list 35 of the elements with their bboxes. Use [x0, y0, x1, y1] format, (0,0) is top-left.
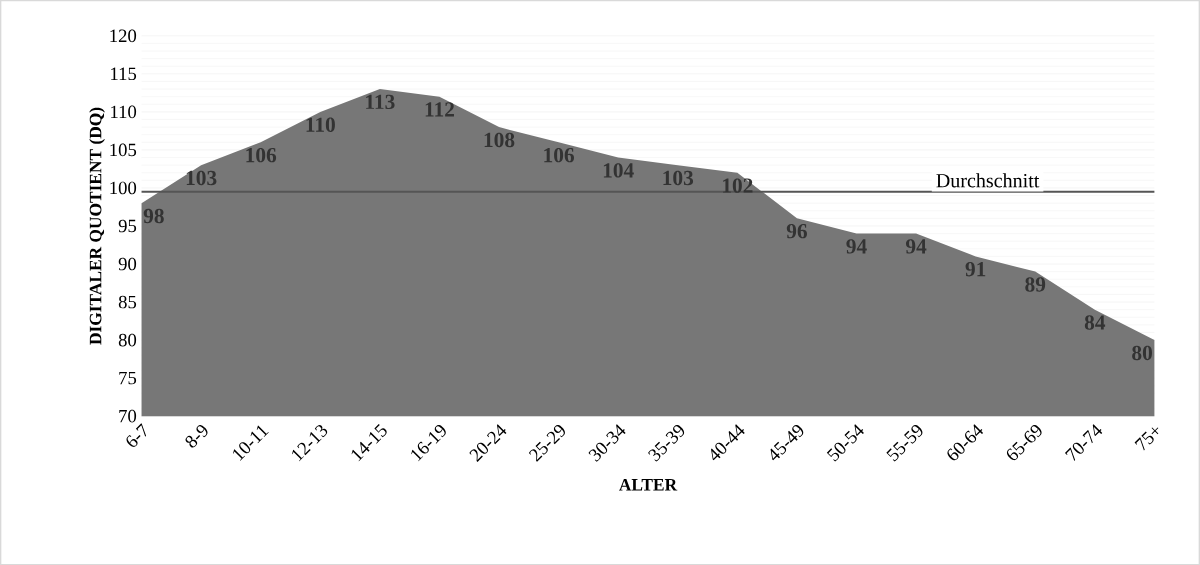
data-label: 110: [306, 117, 335, 132]
data-label: 106: [246, 147, 277, 163]
y-tick-label: 70: [119, 409, 137, 423]
y-tick-label: 110: [111, 105, 137, 118]
y-tick-label: 95: [118, 219, 137, 233]
data-label: 84: [1084, 315, 1106, 330]
y-tick-label: 105: [110, 143, 137, 157]
x-tick-label: 6-7: [126, 423, 147, 447]
data-label: 94: [846, 239, 867, 254]
x-tick-label: 75+: [1134, 427, 1159, 451]
data-label: 104: [603, 162, 634, 178]
data-label: 103: [186, 170, 217, 185]
y-tick-label: 90: [118, 257, 137, 271]
data-label: 106: [544, 147, 575, 163]
y-tick-label: 80: [118, 333, 137, 347]
ref-line-label: Durchschnitt: [936, 173, 1040, 188]
data-label: 113: [366, 94, 395, 109]
y-tick-label: 85: [118, 295, 137, 309]
x-tick-label: 8-9: [185, 424, 208, 448]
data-label: 103: [663, 170, 694, 185]
x-axis-title: ALTER: [619, 478, 678, 491]
data-label: 94: [905, 239, 927, 254]
y-axis-title: DIGITALER QUOTIENT (DQ): [89, 107, 105, 345]
data-label: 96: [786, 223, 807, 239]
y-tick-label: 100: [110, 181, 137, 195]
y-tick-label: 115: [111, 67, 137, 80]
y-tick-label: 75: [119, 371, 137, 385]
data-label: 91: [965, 261, 986, 277]
y-tick-label: 120: [110, 29, 137, 42]
data-label: 112: [425, 102, 454, 117]
data-label: 89: [1025, 277, 1046, 292]
data-label: 108: [484, 132, 515, 147]
data-label: 98: [143, 208, 164, 223]
data-label: 80: [1132, 345, 1152, 360]
data-label: 102: [723, 178, 753, 193]
